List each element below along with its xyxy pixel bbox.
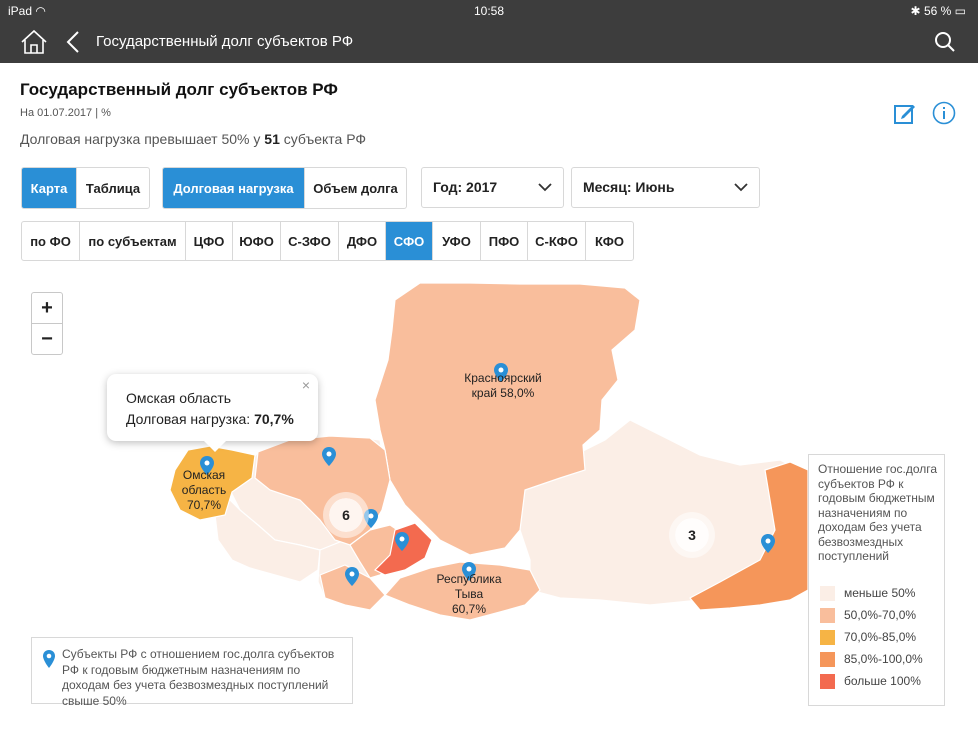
region-altai-rep[interactable] — [319, 564, 386, 611]
legend-item: 70,0%-85,0% — [820, 629, 916, 645]
label-krasnoyarsk: Красноярский край 58,0% — [464, 371, 542, 400]
legend-item: 50,0%-70,0% — [820, 607, 916, 623]
district-tabs: по ФО по субъектам ЦФО ЮФО С-ЗФО ДФО СФО… — [21, 221, 634, 261]
debt-load-button[interactable]: Долговая нагрузка — [163, 168, 305, 208]
chevron-down-icon — [538, 183, 552, 192]
legend-swatch — [820, 629, 835, 645]
map-pin-icon — [43, 650, 55, 668]
as-of-date: На 01.07.2017 | % — [20, 107, 111, 119]
chevron-down-icon — [734, 183, 748, 192]
map-marker[interactable] — [395, 532, 409, 551]
map-marker[interactable] — [322, 447, 336, 466]
tab-dfo[interactable]: ДФО — [339, 222, 386, 260]
zoom-in-button[interactable]: + — [32, 293, 62, 324]
legend-swatch — [820, 673, 835, 689]
region-novosibirsk[interactable] — [214, 493, 321, 583]
tooltip-metric: Долговая нагрузка: 70,7% — [126, 411, 294, 427]
label-omsk: Омская область 70,7% — [181, 468, 227, 512]
tab-by-subjects[interactable]: по субъектам — [80, 222, 186, 260]
region-omsk[interactable] — [169, 445, 256, 521]
year-select[interactable]: Год: 2017 — [421, 167, 564, 208]
nav-bar: Государственный долг субъектов РФ — [0, 22, 978, 63]
page-title: Государственный долг субъектов РФ — [20, 80, 338, 99]
wifi-icon: ◠ — [35, 4, 46, 18]
year-select-label: Год: 2017 — [433, 179, 498, 195]
map-marker[interactable] — [200, 456, 214, 475]
close-icon[interactable]: × — [301, 377, 310, 393]
tab-szfo[interactable]: С-ЗФО — [281, 222, 339, 260]
tab-by-fo[interactable]: по ФО — [22, 222, 80, 260]
region-krasnoyarsk[interactable] — [374, 282, 641, 556]
bluetooth-icon: ✱ — [910, 4, 921, 18]
legend-swatch — [820, 607, 835, 623]
tooltip-region: Омская область — [126, 390, 232, 406]
tooltip-arrow — [203, 440, 227, 452]
summary-text: Долговая нагрузка превышает 50% у 51 суб… — [20, 131, 367, 147]
note-text: Субъекты РФ с отношением гос.долга субъе… — [62, 647, 335, 708]
view-toggle: Карта Таблица — [21, 167, 150, 209]
view-table-button[interactable]: Таблица — [85, 180, 141, 196]
device-name: iPad ◠ — [8, 4, 46, 18]
region-tyva[interactable] — [383, 561, 541, 621]
summary-count: 51 — [264, 131, 280, 147]
legend-item: меньше 50% — [820, 585, 915, 601]
legend-item: больше 100% — [820, 673, 921, 689]
tab-kfo[interactable]: КФО — [595, 233, 624, 249]
zoom-out-button[interactable]: − — [41, 327, 53, 350]
clock: 10:58 — [473, 4, 505, 18]
tab-skfo[interactable]: С-КФО — [528, 222, 586, 260]
map-marker[interactable] — [761, 534, 775, 553]
label-tyva: Республика Тыва 60,7% — [436, 572, 502, 616]
legend-swatch — [820, 651, 835, 667]
map-marker[interactable] — [462, 562, 476, 581]
month-select[interactable]: Месяц: Июнь — [571, 167, 760, 208]
map-marker[interactable] — [494, 363, 508, 382]
tab-yufo[interactable]: ЮФО — [233, 222, 281, 260]
battery-icon: ▭ — [954, 4, 966, 18]
tab-sfo[interactable]: СФО — [386, 222, 433, 260]
cluster-east[interactable]: 3 — [675, 518, 709, 552]
tab-pfo[interactable]: ПФО — [481, 222, 528, 260]
marker-note: Субъекты РФ с отношением гос.долга субъе… — [31, 637, 353, 708]
legend: Отношение гос.долга субъектов РФ к годов… — [808, 454, 945, 706]
legend-title: Отношение гос.долга субъектов РФ к годов… — [818, 462, 938, 563]
tab-ufo[interactable]: УФО — [433, 222, 481, 260]
home-icon[interactable] — [20, 29, 48, 55]
cluster-west[interactable]: 6 — [329, 498, 363, 532]
tab-cfo[interactable]: ЦФО — [186, 222, 233, 260]
battery-status: ✱ 56 % ▭ — [910, 4, 966, 18]
edit-icon[interactable] — [893, 101, 917, 125]
view-map-button[interactable]: Карта — [22, 168, 77, 208]
status-bar: iPad ◠ 10:58 ✱ 56 % ▭ — [0, 0, 978, 22]
nav-title: Государственный долг субъектов РФ — [96, 33, 354, 50]
map-marker[interactable] — [364, 509, 378, 528]
search-icon[interactable] — [934, 31, 956, 53]
debt-volume-button[interactable]: Объем долга — [313, 180, 398, 196]
legend-swatch — [820, 585, 835, 601]
map-marker[interactable] — [345, 567, 359, 586]
back-icon[interactable] — [66, 30, 80, 54]
tooltip-value: 70,7% — [254, 411, 294, 427]
region-map[interactable] — [0, 270, 978, 710]
info-icon[interactable] — [932, 101, 956, 125]
region-tooltip: × Омская область Долговая нагрузка: 70,7… — [107, 374, 318, 452]
zoom-control: + − — [31, 292, 63, 355]
metric-toggle: Долговая нагрузка Объем долга — [162, 167, 407, 209]
month-select-label: Месяц: Июнь — [583, 179, 675, 195]
legend-item: 85,0%-100,0% — [820, 651, 923, 667]
